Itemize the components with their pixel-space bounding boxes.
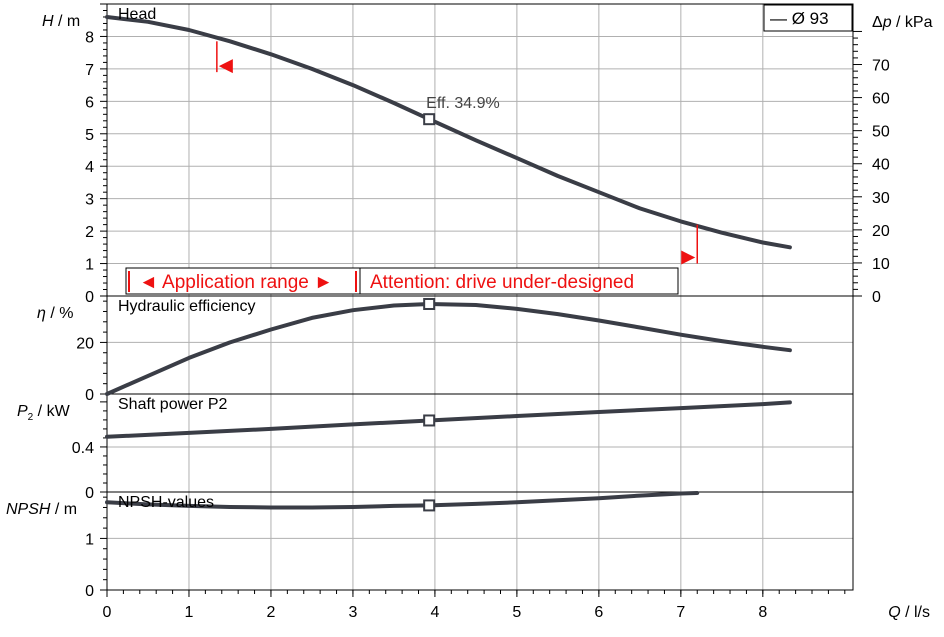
head-panel-title: Head	[118, 6, 156, 23]
power-operating-point-marker	[423, 414, 436, 427]
npsh-operating-point-marker	[423, 499, 436, 512]
application-range-box	[125, 267, 361, 295]
x-tick-label: 6	[594, 604, 603, 621]
attention-box	[359, 267, 679, 295]
legend-box	[763, 4, 853, 32]
label-layer: Q / l/s H / m Head Δp / kPa Eff. 34.9% η / % H…	[6, 4, 933, 621]
efficiency-annotation: Eff. 34.9%	[426, 95, 500, 112]
secondary-y-tick-label: 20	[872, 223, 890, 240]
secondary-y-tick-label: 40	[872, 157, 890, 174]
power-y-tick-label: 0.4	[72, 440, 94, 457]
power-curve	[105, 400, 792, 439]
head-y-tick-label: 1	[85, 257, 94, 274]
legend-label: — Ø 93	[770, 9, 829, 28]
power-y-tick-label: 0	[85, 485, 94, 502]
power-panel-title: Shaft power P2	[118, 396, 228, 413]
grid-layer	[106, 4, 853, 590]
head-curve	[105, 15, 792, 250]
x-tick-label: 4	[430, 604, 439, 621]
x-axis-label: Q / l/s	[888, 604, 930, 621]
npsh-panel-frame	[106, 491, 854, 591]
head-y-tick-label: 4	[85, 159, 94, 176]
power-y-axis-label: P2 / kW	[17, 403, 71, 423]
npsh-panel-title: NPSH-values	[118, 494, 214, 511]
efficiency-operating-point-marker	[423, 297, 436, 310]
head-y-tick-label: 2	[85, 224, 94, 241]
head-y-tick-label: 8	[85, 29, 94, 46]
efficiency-y-tick-label: 0	[85, 387, 94, 404]
efficiency-y-tick-label: 20	[76, 335, 94, 352]
x-tick-label: 0	[103, 604, 112, 621]
npsh-y-axis-label: NPSH / m	[6, 501, 77, 518]
npsh-y-tick-label: 0	[85, 583, 94, 600]
x-tick-label: 2	[267, 604, 276, 621]
range-marker-arrow	[218, 59, 233, 74]
efficiency-y-axis-label: η / %	[37, 305, 73, 322]
head-panel-frame	[106, 3, 854, 297]
tick-layer: 0 1 2 3 4 5 6 7 801234567801020304050607002000.4…	[72, 3, 890, 621]
head-y-tick-label: 6	[85, 94, 94, 111]
npsh-curve	[105, 491, 700, 510]
head-y-tick-label: 0	[85, 289, 94, 306]
x-tick-label: 1	[185, 604, 194, 621]
npsh-y-tick-label: 1	[85, 531, 94, 548]
range-layer: ◄ Application range ► Attention: drive u…	[125, 267, 679, 295]
x-tick-label: 8	[758, 604, 767, 621]
secondary-y-tick-label: 60	[872, 91, 890, 108]
frame-layer	[106, 3, 854, 591]
secondary-y-tick-label: 10	[872, 256, 890, 273]
marker-layer	[216, 41, 698, 512]
secondary-y-tick-label: 50	[872, 124, 890, 141]
secondary-y-tick-label: 0	[872, 289, 881, 306]
x-tick-label: 5	[512, 604, 521, 621]
efficiency-panel-title: Hydraulic efficiency	[118, 298, 256, 315]
application-range-label: ◄ Application range ►	[139, 272, 333, 293]
head-operating-point-marker	[423, 113, 436, 126]
x-tick-label: 7	[676, 604, 685, 621]
x-tick-label: 3	[348, 604, 357, 621]
head-y-axis-label: H / m	[42, 13, 80, 30]
head-y-tick-label: 5	[85, 127, 94, 144]
secondary-y-tick-label: 70	[872, 58, 890, 75]
secondary-y-axis-label: Δp / kPa	[872, 14, 933, 31]
range-marker-arrow	[681, 250, 696, 265]
efficiency-curve	[105, 302, 792, 396]
head-y-tick-label: 7	[85, 62, 94, 79]
head-y-tick-label: 3	[85, 192, 94, 209]
curve-layer	[105, 15, 792, 510]
attention-label: Attention: drive under-designed	[370, 272, 634, 293]
secondary-y-tick-label: 30	[872, 190, 890, 207]
